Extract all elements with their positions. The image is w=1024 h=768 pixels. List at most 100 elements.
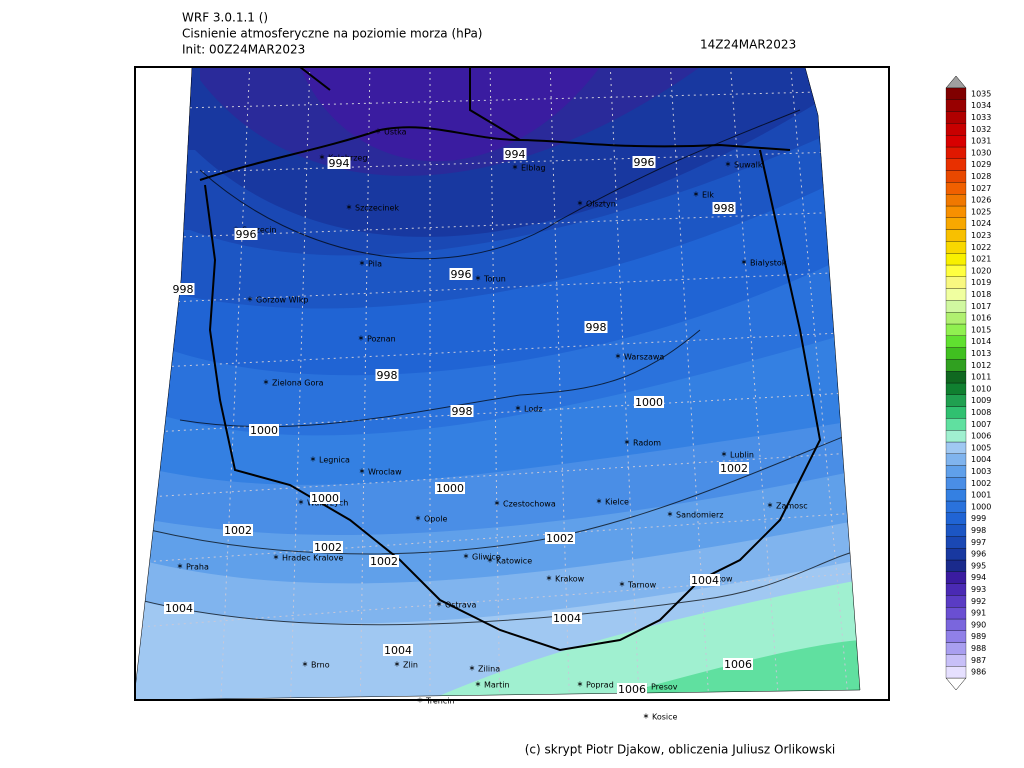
colorbar-swatch <box>945 512 967 525</box>
city-label: Katowice <box>496 557 532 566</box>
city-marker: ∗ <box>475 680 482 689</box>
colorbar-label: 1018 <box>971 290 991 299</box>
city-label: Ustka <box>384 128 407 137</box>
isobar-label-box <box>545 532 575 544</box>
pressure-field <box>135 67 860 700</box>
city-marker: ∗ <box>577 680 584 689</box>
colorbar-label: 1029 <box>971 160 991 169</box>
isobar-label: 1002 <box>314 541 342 554</box>
colorbar-label: 1028 <box>971 172 991 181</box>
colorbar-swatch <box>945 123 967 136</box>
colorbar-label: 1022 <box>971 243 991 252</box>
isobar-label-box <box>584 321 608 333</box>
colorbar-swatch <box>945 394 967 407</box>
isobar-label: 1002 <box>224 524 252 537</box>
city-label: Zlin <box>403 661 418 670</box>
isobar-label-box <box>164 602 194 614</box>
colorbar-swatch <box>945 253 967 266</box>
isobar-label-box <box>449 268 473 280</box>
isobar-label: 1000 <box>311 492 339 505</box>
city-marker: ∗ <box>667 510 674 519</box>
colorbar-swatch <box>945 312 967 325</box>
footer-credit: (c) skrypt Piotr Djakow, obliczenia Juli… <box>525 743 836 757</box>
colorbar-swatch <box>945 583 967 596</box>
colorbar-swatch <box>945 666 967 679</box>
colorbar-label: 992 <box>971 597 986 606</box>
isobar-label-box <box>634 396 664 408</box>
city-label: Pila <box>368 260 382 269</box>
colorbar-swatch <box>945 158 967 171</box>
isobar-label-box <box>310 492 340 504</box>
city-label: Krakow <box>555 575 585 584</box>
colorbar-swatch <box>945 630 967 643</box>
colorbar-label: 1035 <box>971 89 991 98</box>
colorbar-swatch <box>945 300 967 313</box>
isobar-label-box <box>690 574 720 586</box>
colorbar-swatch <box>945 453 967 466</box>
city-label: Wroclaw <box>368 468 402 477</box>
city-marker: ∗ <box>615 352 622 361</box>
city-label: Presov <box>651 683 678 692</box>
isobar-label-box <box>327 157 351 169</box>
city-marker: ∗ <box>273 553 280 562</box>
city-marker: ∗ <box>415 514 422 523</box>
city-marker: ∗ <box>394 660 401 669</box>
isobar-label-box <box>313 541 343 553</box>
colorbar-swatch <box>945 571 967 584</box>
colorbar-label: 1016 <box>971 314 991 323</box>
colorbar-label: 1002 <box>971 479 991 488</box>
city-marker: ∗ <box>310 455 317 464</box>
isobar-label: 998 <box>377 369 398 382</box>
colorbar-swatch <box>945 536 967 549</box>
colorbar-swatch <box>945 618 967 631</box>
colorbar-swatch <box>945 205 967 218</box>
colorbar-label: 1033 <box>971 113 991 122</box>
colorbar-label: 1006 <box>971 432 991 441</box>
colorbar-label: 993 <box>971 585 986 594</box>
city-label: Martin <box>484 681 510 690</box>
isobar-label: 1002 <box>546 532 574 545</box>
city-label: Gorzow Wlkp <box>256 296 308 305</box>
colorbar-label: 1011 <box>971 373 991 382</box>
colorbar-label: 1000 <box>971 502 991 511</box>
city-marker: ∗ <box>693 190 700 199</box>
isobar-label-box <box>383 644 413 656</box>
colorbar-label: 1005 <box>971 443 991 452</box>
city-marker: ∗ <box>546 574 553 583</box>
city-marker: ∗ <box>298 498 305 507</box>
colorbar-swatch <box>945 99 967 112</box>
colorbar-label: 1026 <box>971 196 991 205</box>
isobar-label: 996 <box>236 228 257 241</box>
isobar-label-box <box>450 405 474 417</box>
colorbar-swatch <box>945 335 967 348</box>
colorbar-label: 1012 <box>971 361 991 370</box>
city-label: Elk <box>702 191 714 200</box>
colorbar-label: 1020 <box>971 266 991 275</box>
colorbar-label: 1027 <box>971 184 991 193</box>
city-label: Poprad <box>586 681 614 690</box>
city-marker: ∗ <box>302 660 309 669</box>
city-marker: ∗ <box>417 696 424 705</box>
colorbar-swatch <box>945 654 967 667</box>
colorbar-label: 990 <box>971 620 986 629</box>
colorbar-swatch <box>945 382 967 395</box>
colorbar-swatch <box>945 500 967 513</box>
city-marker: ∗ <box>463 552 470 561</box>
colorbar-swatch <box>945 241 967 254</box>
city-marker: ∗ <box>767 501 774 510</box>
city-marker: ∗ <box>436 600 443 609</box>
colorbar-swatch <box>945 642 967 655</box>
city-label: Zielona Gora <box>272 379 324 388</box>
isobar-label-box <box>369 555 399 567</box>
city-label: Opole <box>424 515 447 524</box>
map-title: Cisnienie atmosferyczne na poziomie morz… <box>182 27 483 41</box>
colorbar-label: 986 <box>971 668 986 677</box>
model-name: WRF 3.0.1.1 () <box>182 11 268 25</box>
isobar-label: 1004 <box>553 612 581 625</box>
colorbar-swatch <box>945 229 967 242</box>
colorbar-label: 1034 <box>971 101 991 110</box>
city-marker: ∗ <box>725 160 732 169</box>
colorbar-swatch <box>945 406 967 419</box>
isobar-label: 996 <box>451 268 472 281</box>
isobar-label: 996 <box>634 156 655 169</box>
